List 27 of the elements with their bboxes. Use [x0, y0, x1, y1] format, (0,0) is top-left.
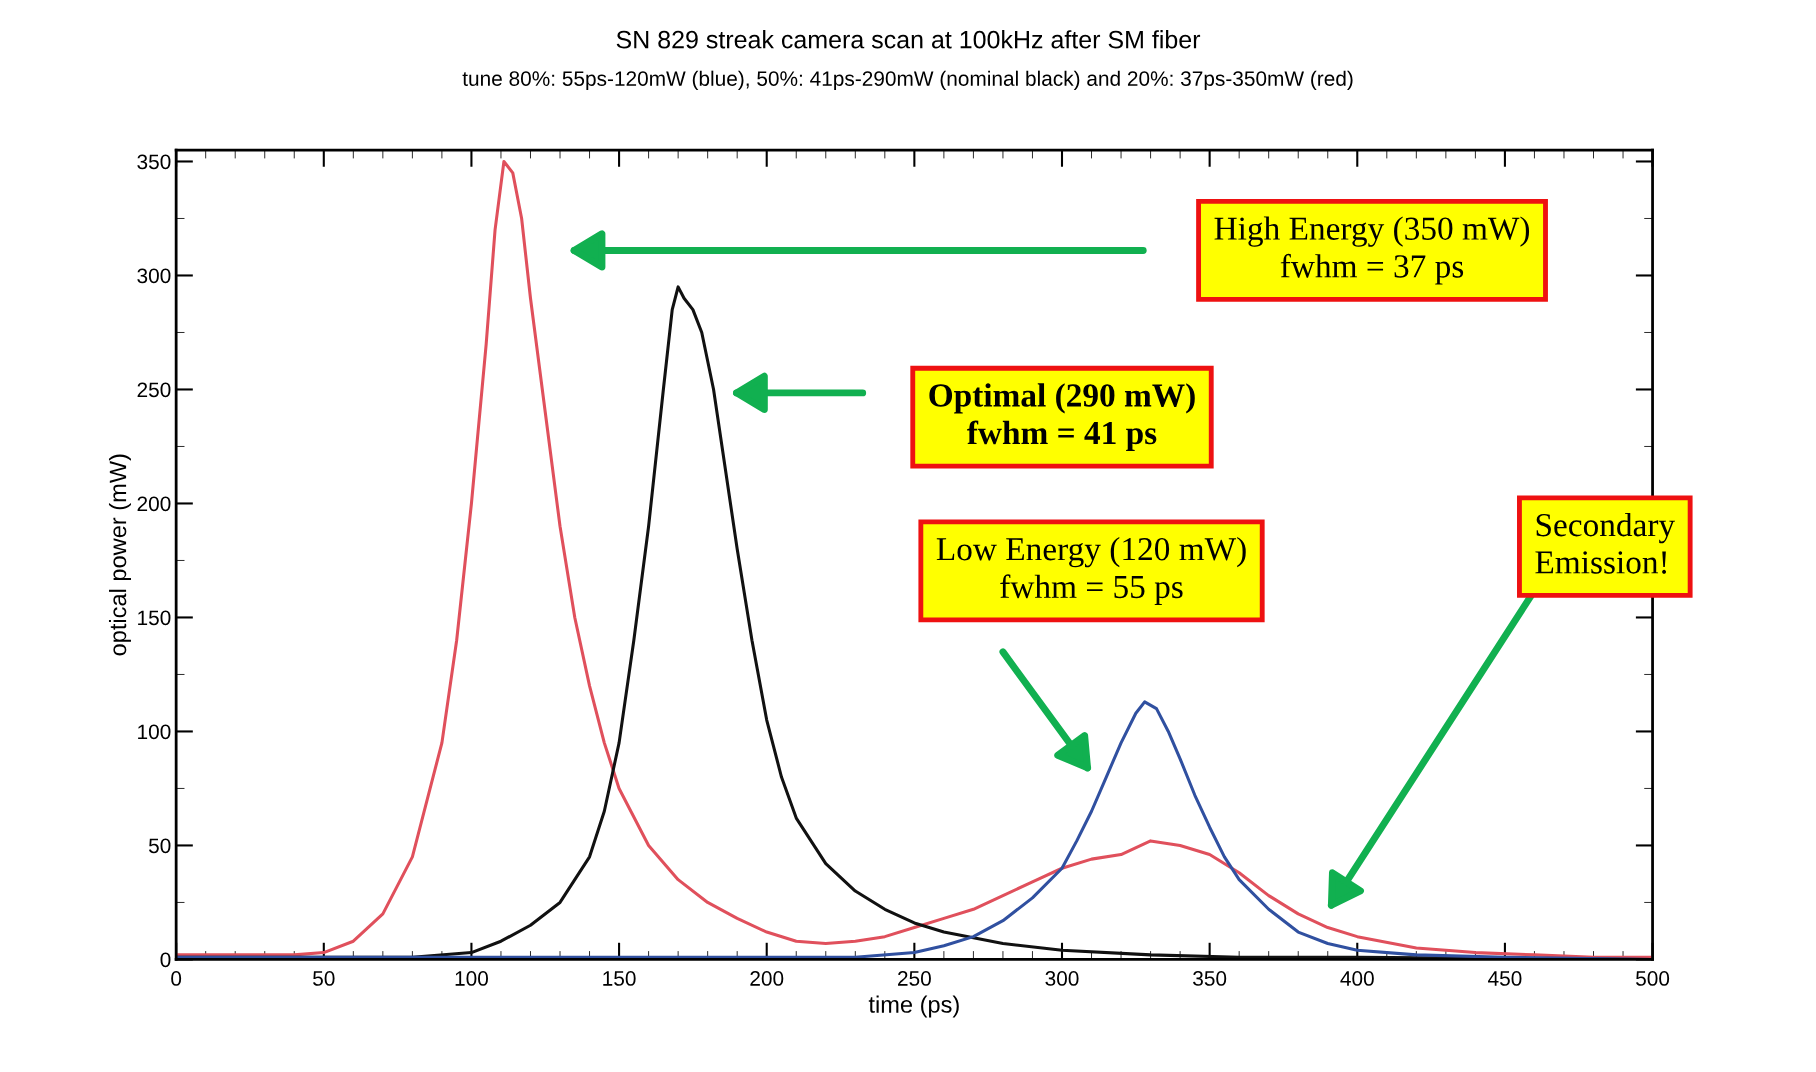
annotation: Low Energy (120 mW) fwhm = 55 ps — [936, 536, 1246, 605]
y-tick-label: 200 — [137, 496, 171, 512]
x-tick-label: 0 — [171, 971, 182, 986]
x-tick-label: 500 — [1636, 971, 1670, 986]
y-axis-title: optical power (mW) — [108, 454, 131, 656]
x-tick-label: 50 — [313, 971, 335, 986]
annotation: High Energy (350 mW) fwhm = 37 ps — [1214, 216, 1530, 285]
x-tick-label: 450 — [1488, 971, 1522, 986]
annotation: Optimal (290 mW) fwhm = 41 ps — [929, 383, 1195, 452]
y-tick-label: 300 — [137, 268, 171, 284]
x-tick-label: 300 — [1045, 971, 1079, 986]
annotation: Secondary Emission! — [1535, 512, 1676, 574]
x-tick-label: 350 — [1193, 971, 1227, 986]
x-tick-label: 250 — [898, 971, 931, 986]
x-tick-label: 400 — [1340, 971, 1374, 986]
y-tick-label: 150 — [138, 610, 171, 626]
x-tick-label: 200 — [750, 971, 784, 986]
x-tick-label: 150 — [603, 971, 636, 986]
chart-title: SN 829 streak camera scan at 100kHz after SM fiber — [616, 30, 1201, 49]
y-tick-label: 50 — [148, 838, 171, 854]
y-tick-label: 350 — [137, 154, 171, 170]
y-tick-label: 100 — [138, 724, 171, 740]
x-tick-label: 100 — [455, 971, 488, 986]
y-tick-label: 0 — [160, 952, 171, 968]
x-axis-title: time (ps) — [868, 995, 959, 1018]
y-tick-label: 250 — [137, 382, 171, 398]
chart-subtitle: tune 80%: 55ps-120mW (blue), 50%: 41ps-290mW (nominal black) and 20%: 37ps-350mW (red) — [462, 70, 1353, 91]
